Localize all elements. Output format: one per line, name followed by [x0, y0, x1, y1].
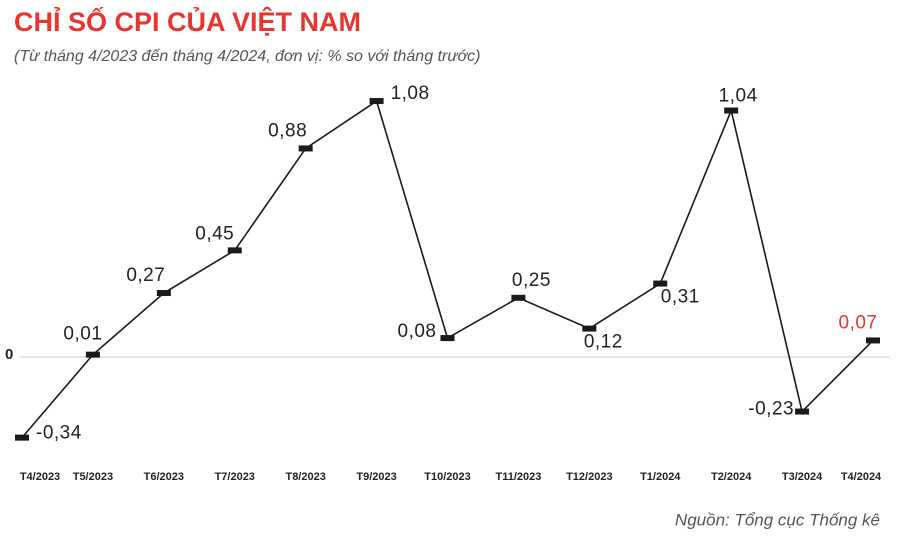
value-label: 0,31	[661, 287, 700, 308]
point-marker	[85, 351, 100, 358]
value-label: 1,08	[391, 83, 430, 104]
point-marker	[795, 408, 810, 415]
value-label: -0,23	[748, 399, 794, 420]
x-tick-label: T10/2023	[424, 471, 470, 483]
chart-subtitle: (Từ tháng 4/2023 đến tháng 4/2024, đơn v…	[14, 48, 480, 65]
value-label: 1,04	[719, 86, 758, 107]
x-tick-label: T3/2024	[782, 471, 823, 483]
point-marker	[156, 290, 171, 297]
x-tick-label: T11/2023	[495, 471, 541, 483]
x-tick-label: T9/2023	[356, 471, 396, 483]
point-marker	[653, 280, 668, 287]
point-marker	[724, 107, 739, 114]
value-label: 0,12	[584, 332, 623, 353]
x-tick-label: T6/2023	[144, 471, 184, 483]
point-marker	[227, 247, 242, 254]
value-label: -0,34	[36, 423, 82, 444]
point-marker	[15, 434, 29, 441]
chart-title: CHỈ SỐ CPI CỦA VIỆT NAM	[14, 5, 361, 37]
value-label: 0,25	[512, 270, 551, 291]
point-marker	[369, 98, 384, 105]
y-tick-label: 0	[5, 346, 13, 363]
value-label: 0,45	[195, 223, 234, 244]
value-label: 0,88	[268, 120, 307, 141]
point-marker	[511, 294, 526, 301]
value-label: 0,07	[839, 312, 878, 333]
value-label: 0,27	[126, 265, 165, 286]
point-marker	[440, 335, 455, 342]
x-tick-label: T1/2024	[640, 471, 681, 483]
x-tick-label: T8/2023	[285, 471, 325, 483]
x-tick-label: T4/2024	[841, 471, 882, 483]
x-tick-label: T5/2023	[73, 471, 113, 483]
value-label: 0,08	[398, 321, 437, 342]
x-tick-label: T2/2024	[711, 471, 752, 483]
x-tick-label: T4/2023	[20, 471, 60, 483]
point-marker	[582, 325, 597, 332]
x-tick-label: T7/2023	[215, 471, 255, 483]
source: Nguồn: Tổng cục Thống kê	[675, 510, 880, 529]
point-marker	[298, 145, 313, 152]
value-label: 0,01	[63, 324, 102, 345]
point-marker	[866, 337, 880, 344]
x-tick-label: T12/2023	[566, 471, 612, 483]
